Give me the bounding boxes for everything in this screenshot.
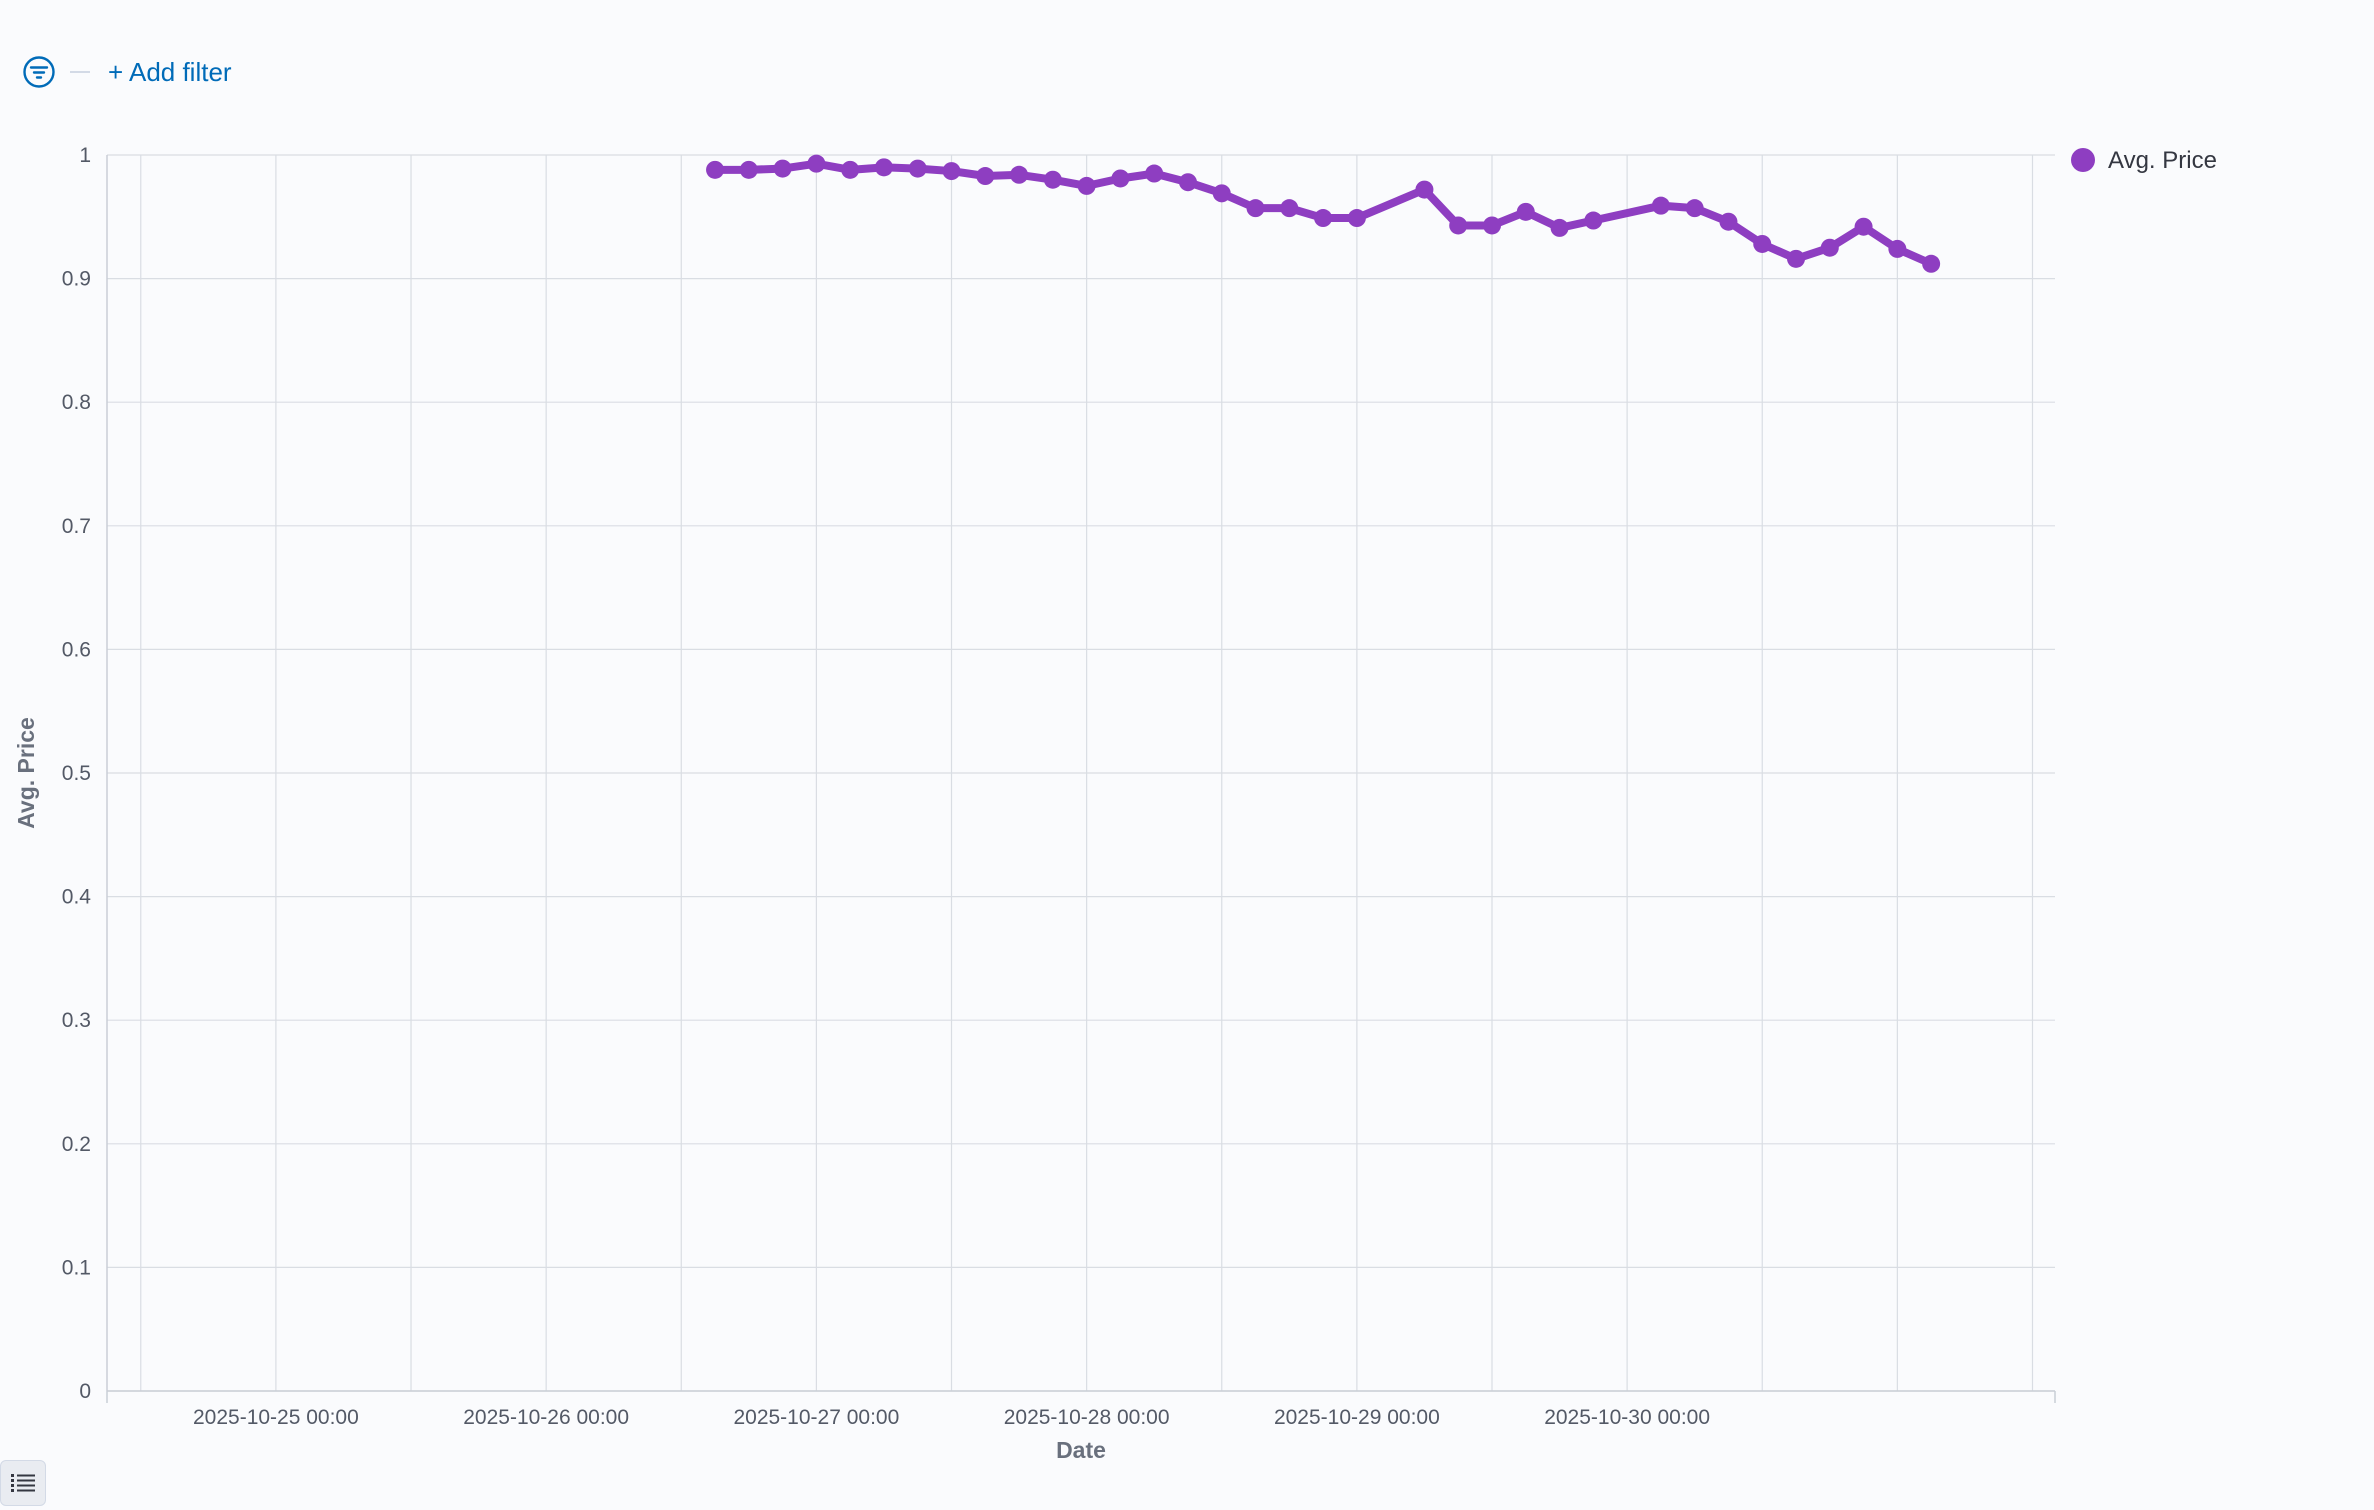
- data-point[interactable]: [1922, 254, 1941, 273]
- data-point[interactable]: [841, 160, 860, 179]
- y-tick-label: 0.9: [62, 268, 91, 291]
- data-point[interactable]: [942, 162, 961, 181]
- legend-item-label[interactable]: Avg. Price: [2108, 147, 2217, 174]
- data-point[interactable]: [1550, 218, 1569, 237]
- data-point[interactable]: [1685, 199, 1704, 218]
- data-point[interactable]: [1719, 212, 1738, 231]
- data-point[interactable]: [1347, 209, 1366, 228]
- filter-separator: [70, 71, 90, 73]
- data-point[interactable]: [1482, 216, 1501, 235]
- y-tick-label: 0: [79, 1380, 91, 1403]
- x-tick-label: 2025-10-30 00:00: [1544, 1406, 1710, 1429]
- y-tick-label: 1: [79, 144, 91, 167]
- y-tick-label: 0.7: [62, 515, 91, 538]
- x-tick-label: 2025-10-25 00:00: [193, 1406, 359, 1429]
- x-tick-label: 2025-10-26 00:00: [463, 1406, 629, 1429]
- y-tick-label: 0.2: [62, 1133, 91, 1156]
- data-point[interactable]: [1077, 176, 1096, 195]
- x-axis-title: Date: [1056, 1437, 1106, 1463]
- data-point[interactable]: [1820, 238, 1839, 257]
- data-point[interactable]: [1111, 169, 1130, 188]
- data-point[interactable]: [1787, 249, 1806, 268]
- filter-bar: + Add filter: [22, 52, 232, 92]
- data-point[interactable]: [1212, 184, 1231, 203]
- y-tick-label: 0.3: [62, 1009, 91, 1032]
- list-icon: [11, 1474, 35, 1492]
- y-tick-label: 0.4: [62, 886, 92, 909]
- data-point[interactable]: [1651, 196, 1670, 215]
- legend-swatch[interactable]: [2071, 148, 2095, 172]
- data-point[interactable]: [1246, 199, 1265, 218]
- chart-series: [706, 154, 1941, 273]
- data-point[interactable]: [908, 159, 927, 178]
- y-tick-label: 0.6: [62, 638, 91, 661]
- x-tick-label: 2025-10-29 00:00: [1274, 1406, 1440, 1429]
- x-tick-label: 2025-10-27 00:00: [733, 1406, 899, 1429]
- y-tick-label: 0.1: [62, 1256, 91, 1279]
- y-tick-label: 0.8: [62, 391, 91, 414]
- data-point[interactable]: [976, 167, 995, 186]
- data-point[interactable]: [1516, 202, 1535, 221]
- filter-icon[interactable]: [22, 55, 56, 89]
- y-tick-label: 0.5: [62, 762, 91, 785]
- data-point[interactable]: [1043, 170, 1062, 189]
- data-point[interactable]: [1010, 165, 1029, 184]
- chart-grid: [107, 154, 2055, 1392]
- data-point[interactable]: [1280, 199, 1299, 218]
- x-tick-label: 2025-10-28 00:00: [1004, 1406, 1170, 1429]
- data-point[interactable]: [1145, 164, 1164, 183]
- data-point[interactable]: [1888, 239, 1907, 258]
- data-point[interactable]: [1753, 234, 1772, 253]
- data-point[interactable]: [1449, 216, 1468, 235]
- chart-legend[interactable]: Avg. Price: [2071, 147, 2217, 174]
- data-point[interactable]: [807, 154, 826, 173]
- data-point[interactable]: [1314, 209, 1333, 228]
- y-axis-title: Avg. Price: [13, 717, 39, 829]
- data-point[interactable]: [1584, 211, 1603, 230]
- legend-toggle-button[interactable]: [0, 1460, 46, 1506]
- data-point[interactable]: [1415, 180, 1434, 199]
- chart-axes: 0 0.1 0.2 0.3 0.4 0.5 0.6 0.7 0.8 0.9 1 2025-10-25 …: [62, 144, 2056, 1429]
- add-filter-button[interactable]: + Add filter: [108, 56, 232, 87]
- data-point[interactable]: [706, 160, 725, 179]
- data-point[interactable]: [739, 160, 758, 179]
- data-point[interactable]: [773, 159, 792, 178]
- data-point[interactable]: [874, 158, 893, 177]
- data-point[interactable]: [1178, 173, 1197, 192]
- data-point[interactable]: [1854, 217, 1873, 236]
